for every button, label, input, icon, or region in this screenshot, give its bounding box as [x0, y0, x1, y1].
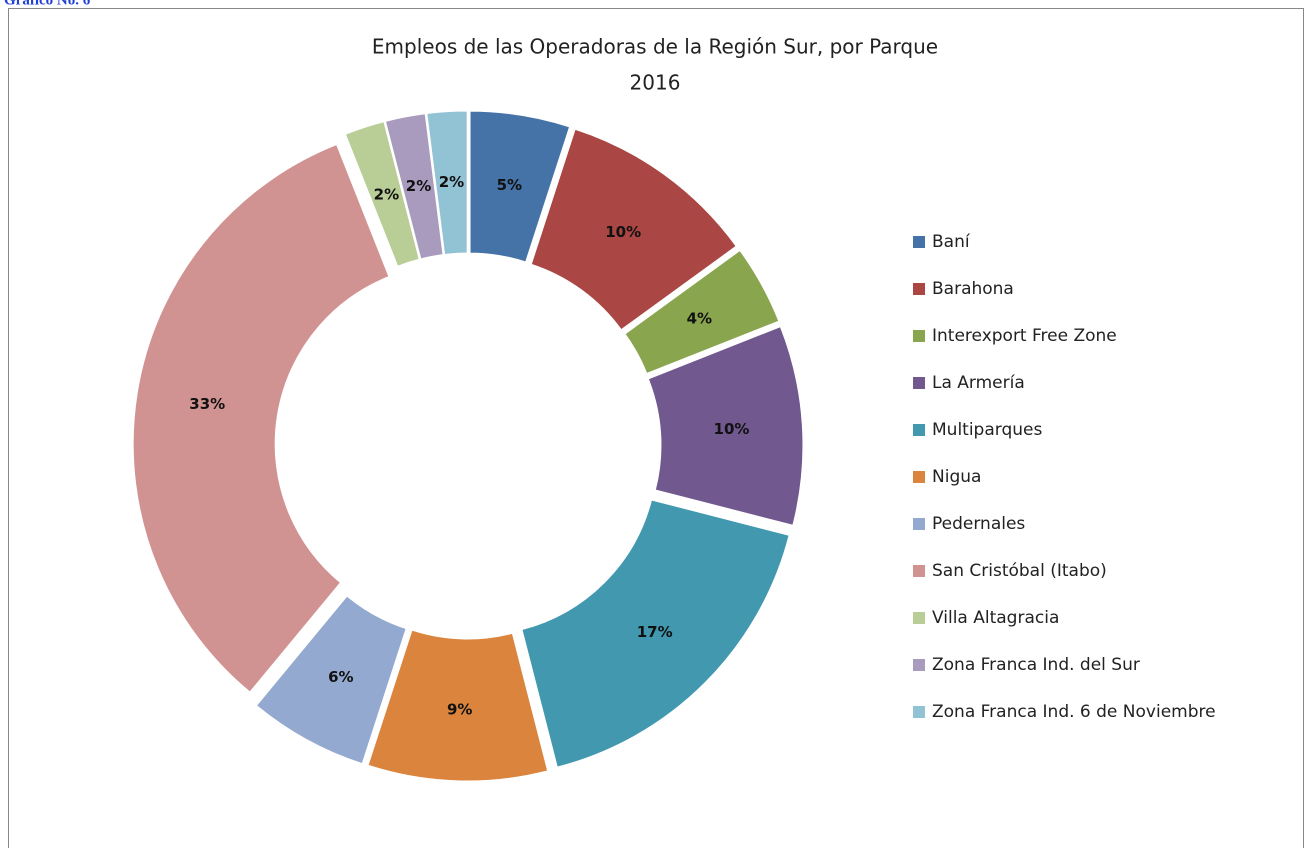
slice	[367, 629, 549, 782]
slice	[384, 113, 444, 260]
slice	[132, 143, 390, 693]
value-label: 6%	[328, 668, 353, 686]
legend-swatch	[913, 283, 925, 295]
slice	[469, 110, 571, 263]
slice	[530, 128, 737, 331]
legend-label: Pedernales	[932, 514, 1025, 534]
value-label: 17%	[637, 623, 673, 641]
slice	[344, 121, 420, 267]
legend-label: Villa Altagracia	[932, 608, 1059, 628]
legend-swatch	[913, 612, 925, 624]
legend-swatch	[913, 706, 925, 718]
legend-swatch	[913, 471, 925, 483]
legend-label: Barahona	[932, 279, 1014, 299]
slice	[647, 325, 804, 526]
legend-swatch	[913, 424, 925, 436]
value-label: 2%	[374, 185, 399, 203]
legend-swatch	[913, 236, 925, 248]
legend-label: Interexport Free Zone	[932, 326, 1117, 346]
legend-label: Multiparques	[932, 420, 1042, 440]
legend-swatch	[913, 659, 925, 671]
legend-label: Zona Franca Ind. del Sur	[932, 655, 1140, 675]
legend-swatch	[913, 377, 925, 389]
legend-label: La Armería	[932, 373, 1025, 393]
legend-swatch	[913, 565, 925, 577]
legend-swatch	[913, 330, 925, 342]
slice	[426, 110, 468, 256]
caption: Gráfico No. 6	[4, 0, 91, 8]
value-label: 5%	[497, 176, 522, 194]
legend-swatch	[913, 518, 925, 530]
slice	[521, 499, 790, 768]
value-label: 9%	[447, 700, 472, 718]
value-label: 10%	[714, 420, 750, 438]
legend-label: Baní	[932, 232, 971, 252]
legend-label: San Cristóbal (Itabo)	[932, 561, 1107, 581]
slice	[255, 595, 407, 765]
value-label: 10%	[605, 223, 641, 241]
chart-title: Empleos de las Operadoras de la Región S…	[372, 35, 938, 59]
value-label: 33%	[189, 395, 225, 413]
chart-subtitle: 2016	[630, 71, 681, 95]
legend-label: Nigua	[932, 467, 981, 487]
value-label: 4%	[687, 309, 712, 327]
value-label: 2%	[439, 173, 464, 191]
slice	[624, 249, 780, 375]
value-label: 2%	[406, 177, 431, 195]
legend-label: Zona Franca Ind. 6 de Noviembre	[932, 702, 1216, 722]
